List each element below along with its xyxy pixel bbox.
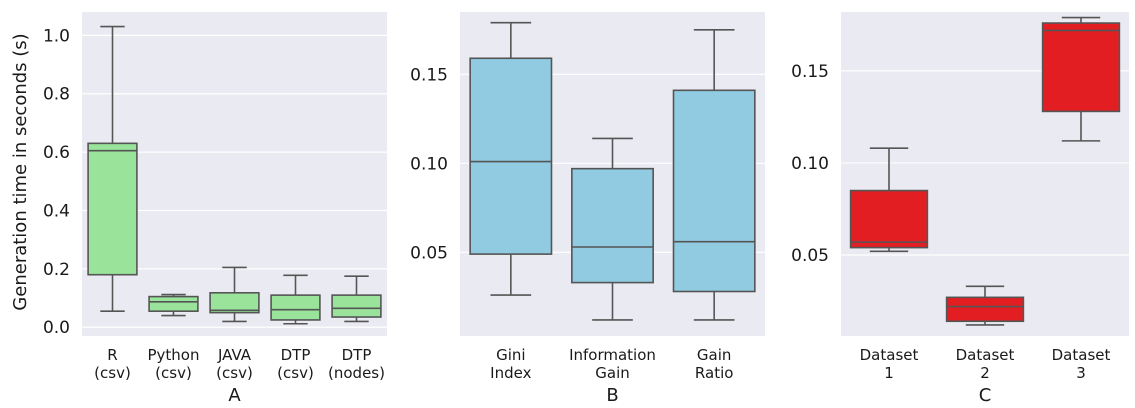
box-3 (1041, 16, 1121, 142)
y-axis-title: Generation time in seconds (s) (10, 33, 31, 310)
box-iqr (945, 296, 1025, 323)
box-5 (331, 275, 382, 323)
box-iqr (270, 294, 321, 321)
y-tick-label: 0.15 (791, 62, 829, 82)
box-iqr (331, 294, 382, 318)
y-tick-label: 1.0 (43, 26, 70, 46)
box-4 (270, 274, 321, 325)
box-iqr (849, 189, 929, 249)
y-tick-label: 0.10 (410, 154, 448, 174)
box-2 (571, 137, 654, 321)
box-iqr (672, 89, 756, 293)
x-tick-label: Gini (496, 346, 525, 364)
y-tick-label: 0.0 (43, 318, 70, 338)
x-tick-label: DTP (342, 346, 372, 364)
y-tick-label: 0.05 (791, 246, 829, 266)
x-tick-label: (csv) (277, 364, 314, 382)
x-tick-label: Gain (595, 364, 630, 382)
x-tick-label: R (107, 346, 117, 364)
x-tick-label: DTP (281, 346, 311, 364)
box-2 (945, 285, 1025, 326)
y-tick-label: 0.8 (43, 85, 70, 105)
y-tick-label: 0.05 (410, 243, 448, 263)
x-tick-label: JAVA (217, 346, 252, 364)
x-tick-label: 3 (1076, 364, 1086, 382)
x-tick-label: Gain (697, 346, 732, 364)
x-tick-label: Information (569, 346, 656, 364)
box-2 (148, 293, 199, 317)
box-iqr (87, 142, 138, 276)
box-1 (469, 21, 553, 296)
box-iqr (209, 291, 260, 314)
x-tick-label: Ratio (695, 364, 734, 382)
y-tick-label: 0.10 (791, 154, 829, 174)
x-tick-label: Dataset (956, 346, 1015, 364)
box-1 (849, 147, 929, 253)
y-tick-label: 0.4 (43, 201, 70, 221)
x-tick-label: Index (490, 364, 531, 382)
box-1 (87, 25, 138, 312)
x-tick-label: Dataset (1052, 346, 1111, 364)
x-tick-label: Dataset (860, 346, 919, 364)
x-tick-label: Python (148, 346, 200, 364)
x-tick-label: (nodes) (328, 364, 385, 382)
panel-label: B (606, 385, 618, 406)
y-tick-label: 0.2 (43, 260, 70, 280)
x-tick-label: (csv) (216, 364, 253, 382)
x-tick-label: (csv) (94, 364, 131, 382)
box-iqr (571, 167, 654, 284)
box-iqr (469, 57, 553, 255)
box-3 (672, 29, 756, 321)
y-tick-label: 0.6 (43, 143, 70, 163)
x-tick-label: 1 (884, 364, 894, 382)
box-iqr (148, 295, 199, 312)
x-tick-label: 2 (980, 364, 990, 382)
x-tick-label: (csv) (155, 364, 192, 382)
box-iqr (1041, 22, 1121, 113)
panel-label: A (228, 385, 241, 406)
y-tick-label: 0.15 (410, 65, 448, 85)
panel-label: C (979, 385, 992, 406)
panel-A: 0.00.20.40.60.81.0R(csv)Python(csv)JAVA(… (43, 12, 387, 406)
panel-B: 0.050.100.15GiniIndexInformationGainGain… (410, 12, 765, 406)
box-3 (209, 266, 260, 323)
